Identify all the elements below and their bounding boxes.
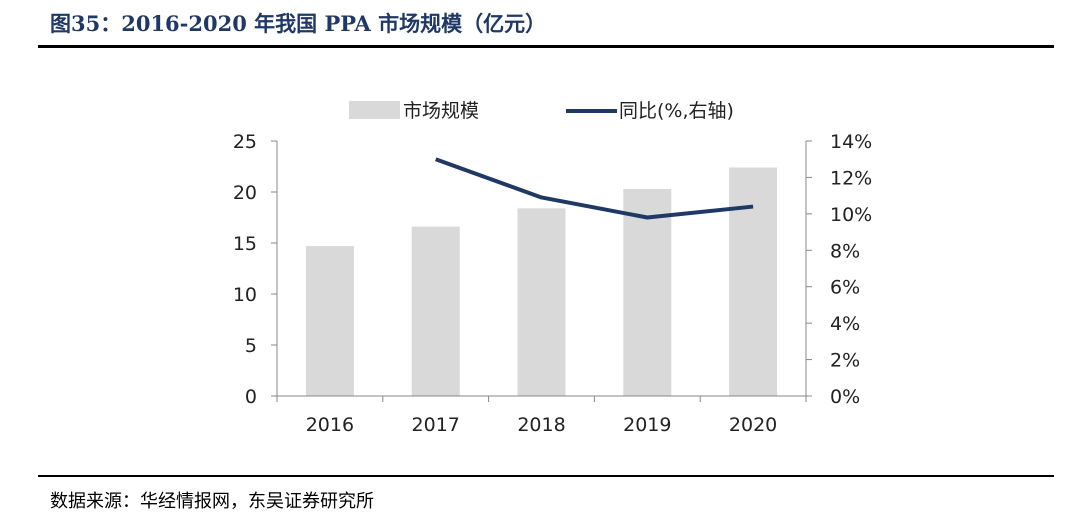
x-tick-label: 2020	[729, 414, 777, 436]
legend-swatch-bar	[349, 101, 400, 119]
right-tick-label: 2%	[830, 350, 860, 372]
right-tick-label: 14%	[830, 131, 872, 153]
chart-legend: 市场规模 同比(%,右轴)	[349, 100, 734, 122]
figure-title: 图35：2016-2020 年我国 PPA 市场规模（亿元）	[50, 11, 547, 36]
bar-2017	[411, 226, 460, 396]
bar-2016	[305, 246, 354, 396]
line-series	[435, 157, 754, 220]
right-tick-label: 6%	[830, 277, 860, 299]
right-tick-label: 0%	[830, 386, 860, 408]
x-tick-label: 2019	[623, 414, 671, 436]
left-tick-label: 25	[233, 131, 257, 153]
right-tick-label: 10%	[830, 204, 872, 226]
left-tick-label: 5	[245, 335, 257, 357]
bar-2018	[517, 208, 566, 396]
legend-label-line: 同比(%,右轴)	[619, 100, 734, 122]
left-tick-label: 20	[233, 182, 257, 204]
left-tick-label: 0	[245, 386, 257, 408]
source-note: 数据来源：华经情报网，东吴证券研究所	[50, 491, 374, 512]
bar-2020	[729, 167, 778, 396]
left-tick-label: 10	[233, 284, 257, 306]
title-divider	[38, 45, 1054, 48]
x-tick-label: 2016	[306, 414, 354, 436]
right-tick-label: 8%	[830, 240, 860, 262]
footer-divider	[38, 475, 1054, 477]
yoy-growth-line	[435, 157, 754, 220]
right-tick-label: 12%	[830, 167, 872, 189]
x-tick-label: 2017	[412, 414, 460, 436]
legend-label-bar: 市场规模	[403, 100, 479, 122]
bar-2019	[623, 188, 672, 396]
x-tick-label: 2018	[517, 414, 565, 436]
left-tick-label: 15	[233, 233, 257, 255]
right-tick-label: 4%	[830, 313, 860, 335]
chart-axes: 0 5 10 15 20 25 0% 2% 4% 6% 8% 10% 12% 14% 2016 2017 201…	[233, 131, 872, 436]
chart: 市场规模 同比(%,右轴) 0 5 10 15 20 25 0% 2% 4% 6% 8% 10% 12% 1…	[233, 100, 872, 436]
bar-series	[305, 167, 778, 396]
